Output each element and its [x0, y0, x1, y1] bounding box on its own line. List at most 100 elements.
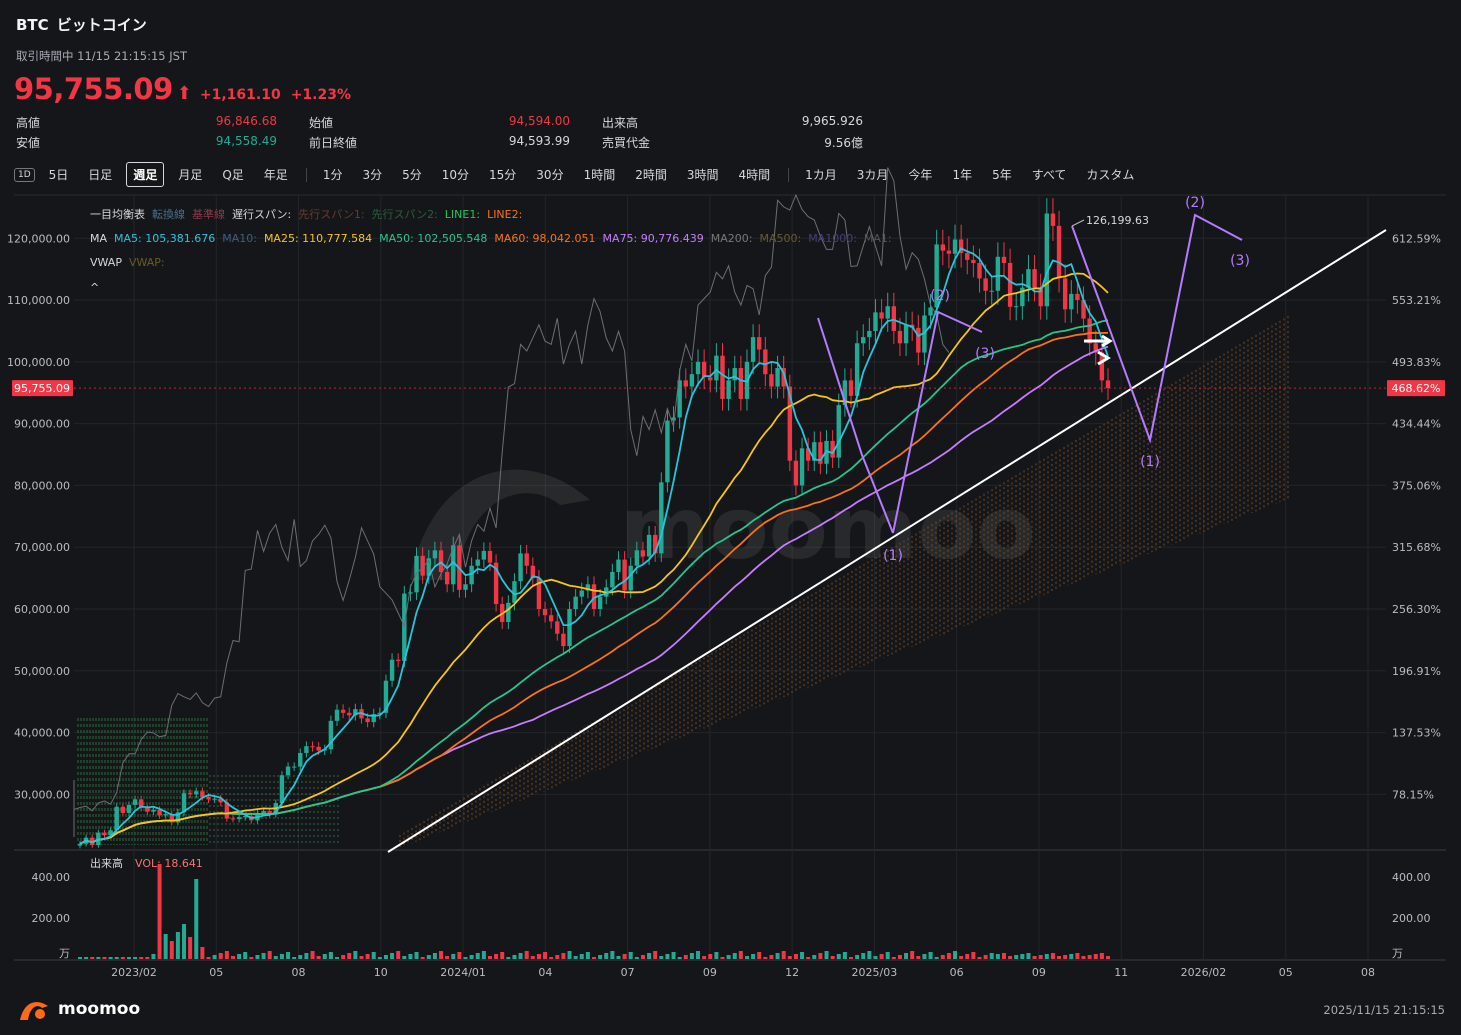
tab-14[interactable]: 3時間: [686, 168, 719, 182]
volume-bar: [653, 951, 658, 959]
tab-5[interactable]: 年足: [263, 168, 288, 182]
candle-body: [279, 775, 285, 804]
watermark-logo-icon: [410, 469, 590, 580]
tab-7[interactable]: 3分: [362, 168, 383, 182]
candle-body: [732, 368, 737, 381]
volume-bar: [714, 952, 719, 959]
volume-bar: [78, 957, 82, 959]
tab-20[interactable]: 5年: [992, 168, 1012, 182]
last-price: 95,755.09: [14, 72, 173, 106]
volume-bar: [439, 951, 444, 959]
pct-tick-label: 256.30%: [1392, 603, 1441, 616]
vol-tick-label: 万: [59, 947, 70, 960]
volume-bar: [781, 951, 786, 959]
candle-body: [353, 709, 358, 716]
tab-19[interactable]: 1年: [952, 168, 973, 182]
volume-bar: [677, 957, 682, 959]
candle-body: [1026, 269, 1031, 288]
volume-bar: [977, 957, 982, 959]
candle-body: [757, 337, 762, 350]
tab-18[interactable]: 今年: [908, 168, 933, 182]
tab-13[interactable]: 2時間: [635, 168, 667, 182]
volume-bar: [598, 955, 603, 959]
volume-bar: [408, 954, 413, 959]
volume-bar: [549, 957, 554, 959]
volume-bar: [592, 957, 596, 959]
candle-body: [897, 330, 903, 344]
pct-tick-label: 493.83%: [1392, 356, 1441, 369]
volume-bar: [867, 951, 872, 959]
volume-bar: [298, 955, 303, 959]
legend-ichimoku: LINE2:: [487, 208, 522, 221]
x-tick-label: 12: [785, 966, 799, 979]
volume-bar: [696, 951, 701, 959]
candle-body: [793, 460, 799, 486]
volume-bar: [432, 953, 437, 959]
candle-body: [212, 798, 217, 800]
tab-17[interactable]: 3カ月: [856, 168, 889, 182]
candle-body: [512, 581, 517, 603]
collapse-icon: ^: [90, 281, 99, 294]
tab-8[interactable]: 5分: [402, 168, 422, 182]
volume-bar: [512, 955, 517, 959]
x-tick-label: 08: [1361, 966, 1375, 979]
volume-bar: [90, 957, 95, 959]
x-tick-label: 2026/02: [1181, 966, 1227, 979]
tab-0[interactable]: 5日: [48, 168, 69, 182]
volume-bar: [1014, 955, 1019, 959]
tab-21[interactable]: すべて: [1031, 168, 1067, 182]
volume-bar: [536, 954, 541, 959]
volume-bar: [579, 954, 584, 959]
tab-9[interactable]: 10分: [441, 168, 470, 182]
volume-bar: [420, 957, 425, 959]
tab-11[interactable]: 30分: [536, 168, 564, 182]
volume-bar: [377, 957, 382, 959]
volume-bar: [475, 953, 480, 959]
volume-bar: [218, 953, 223, 959]
candle-body: [328, 720, 334, 750]
legend-ma: MA: [90, 232, 107, 245]
candle-body: [671, 417, 676, 421]
tab-4[interactable]: Q足: [222, 168, 244, 182]
candle-body: [383, 680, 389, 713]
ichimoku-cloud: [77, 316, 1289, 848]
candle-body: [377, 712, 383, 715]
volume-bar: [353, 951, 358, 959]
legend-ma: MA10:: [222, 232, 257, 245]
tab-22[interactable]: カスタム: [1086, 168, 1135, 182]
tab-16[interactable]: 1カ月: [805, 168, 837, 182]
y-tick-label: 100,000.00: [7, 356, 70, 369]
candle-body: [1044, 213, 1050, 307]
candle-body: [194, 791, 199, 795]
volume-bar: [916, 956, 921, 959]
volume-bars: [78, 864, 1110, 959]
candle-body: [187, 793, 193, 795]
candle-body: [750, 337, 756, 362]
legend-ma: MA50: 102,505.548: [379, 232, 487, 245]
candle-body: [316, 746, 321, 751]
tab-12[interactable]: 1時間: [583, 168, 616, 182]
volume-bar: [249, 957, 254, 959]
candle-body: [867, 330, 872, 338]
candle-body: [677, 380, 682, 418]
candle-body: [610, 571, 615, 588]
tab-10[interactable]: 15分: [489, 168, 517, 182]
vol-tick-label: 200.00: [32, 912, 71, 925]
candle-body: [530, 565, 536, 579]
stat-v2: 94,594.00: [508, 114, 570, 128]
calendar-icon[interactable]: 1D: [14, 167, 35, 182]
arrow-right-icon: [1084, 334, 1113, 348]
tab-1[interactable]: 日足: [88, 168, 113, 182]
y-tick-label: 70,000.00: [14, 541, 70, 554]
volume-bar: [310, 951, 315, 959]
candle-body: [995, 256, 1001, 291]
tab-15[interactable]: 4時間: [738, 168, 771, 182]
tab-2[interactable]: 週足: [126, 162, 165, 187]
tab-6[interactable]: 1分: [322, 168, 343, 182]
candle-body: [291, 766, 297, 768]
volume-bar: [934, 957, 939, 959]
pct-tick-label: 434.44%: [1392, 418, 1441, 431]
tab-3[interactable]: 月足: [178, 168, 203, 182]
legend-ma: MA60: 98,042.051: [494, 232, 595, 245]
